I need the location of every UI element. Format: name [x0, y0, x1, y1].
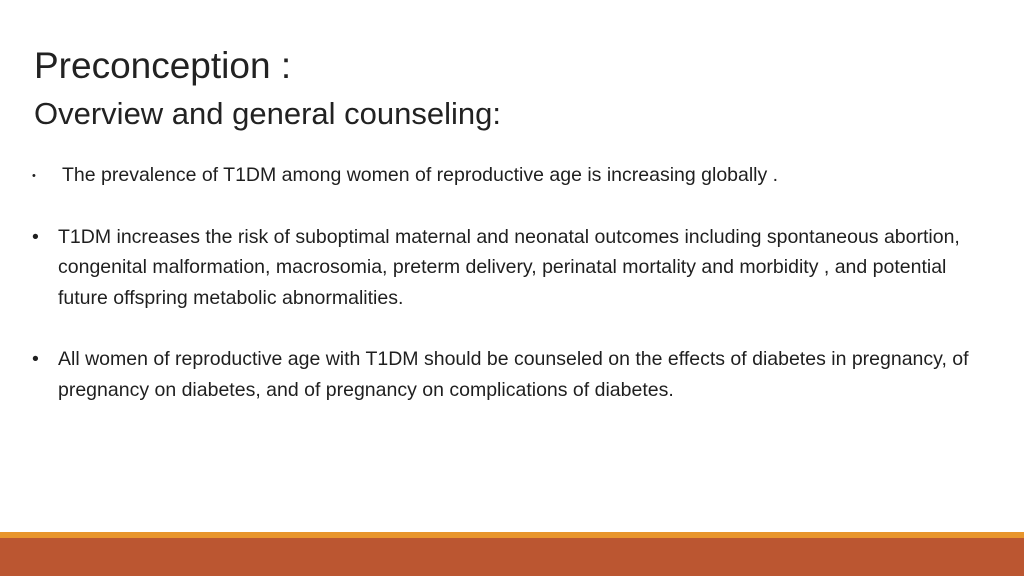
bullet-marker: • — [32, 348, 39, 370]
accent-stripe — [0, 532, 1024, 538]
bullet-marker: • — [32, 225, 39, 248]
slide-title: Preconception : — [34, 45, 292, 86]
footer-band — [0, 538, 1024, 576]
bullet-item: • T1DM increases the risk of suboptimal … — [30, 222, 980, 314]
bullet-item: • All women of reproductive age with T1D… — [30, 344, 980, 405]
bullet-text: All women of reproductive age with T1DM … — [58, 348, 969, 401]
bullet-text: The prevalence of T1DM among women of re… — [62, 164, 779, 186]
bullet-marker: • — [32, 170, 36, 182]
bullet-list: • The prevalence of T1DM among women of … — [30, 160, 980, 405]
slide-subtitle: Overview and general counseling: — [34, 96, 501, 131]
bullet-text: T1DM increases the risk of suboptimal ma… — [58, 225, 960, 309]
bullet-item: • The prevalence of T1DM among women of … — [30, 160, 980, 191]
